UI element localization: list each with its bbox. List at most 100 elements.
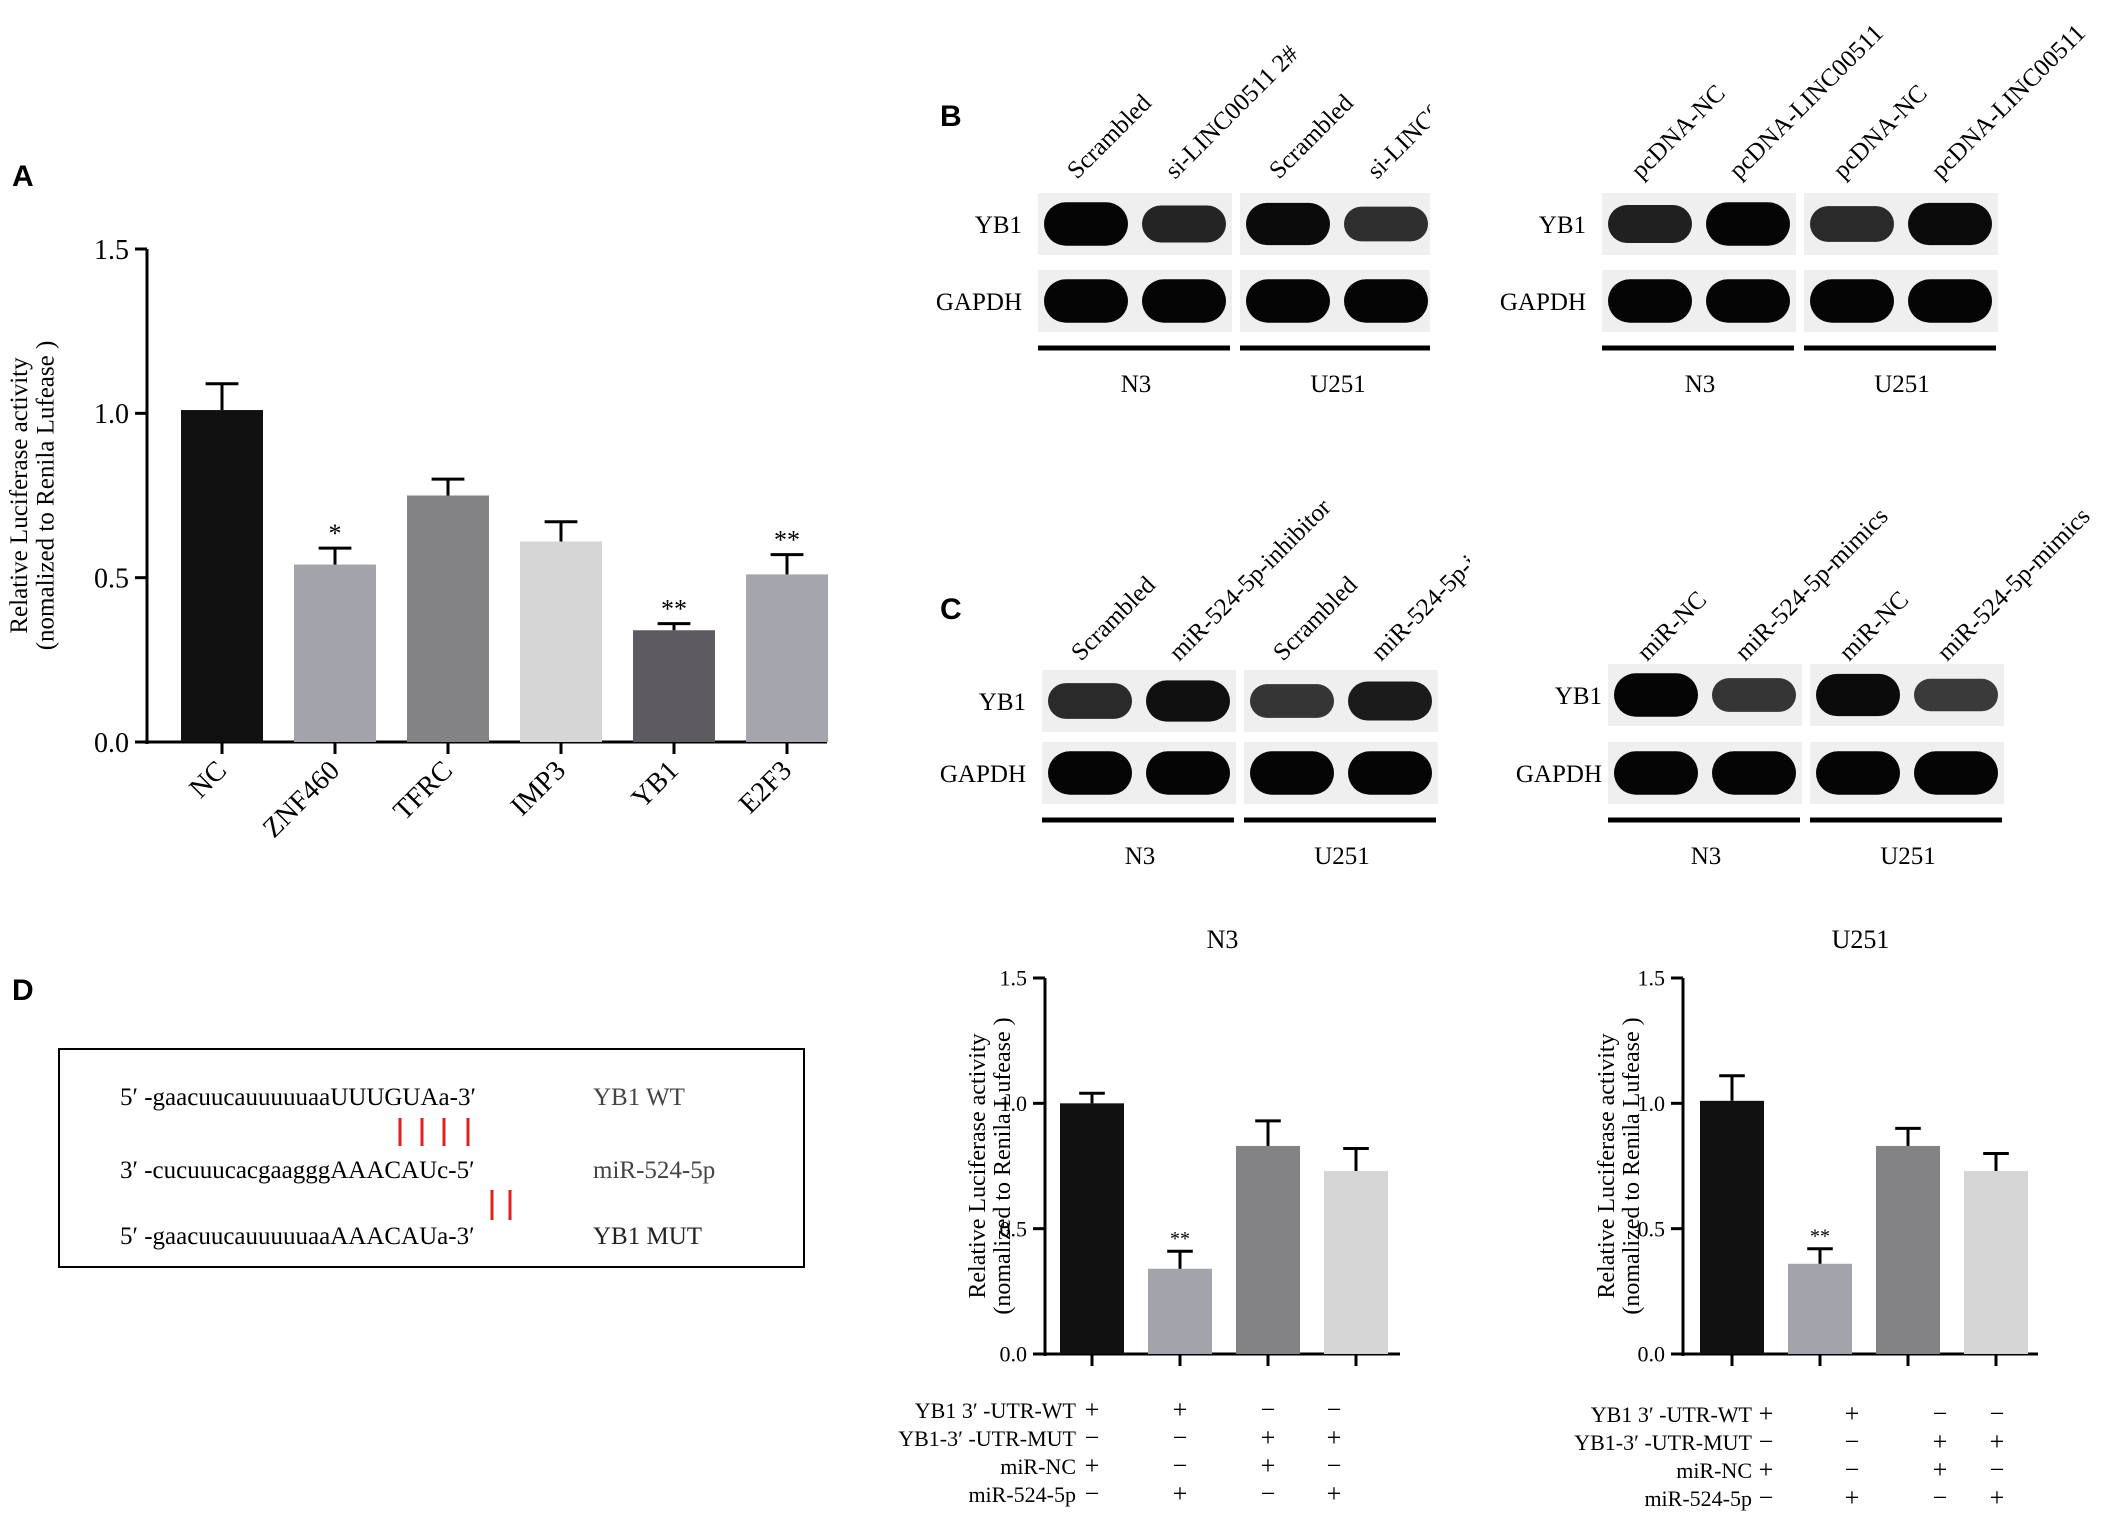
protein-band: [1344, 206, 1428, 242]
condition-mark: −: [1085, 1423, 1100, 1452]
group-label: N3: [1691, 843, 1722, 870]
pairing-lines-mut: [490, 1190, 512, 1220]
condition-mark: +: [1327, 1423, 1342, 1452]
panel-c-label: C: [940, 593, 962, 626]
protein-band: [1246, 279, 1330, 323]
lane-label: pcDNA-NC: [1626, 80, 1731, 185]
group-label: U251: [1310, 371, 1366, 398]
protein-band: [1048, 683, 1132, 719]
protein-band: [1142, 205, 1226, 243]
protein-band: [1816, 751, 1900, 795]
seq-mut-suffix: a-3′: [437, 1223, 474, 1250]
condition-mark: +: [1845, 1483, 1860, 1512]
condition-mark: −: [1759, 1427, 1774, 1456]
condition-label: miR-524-5p: [968, 1482, 1076, 1507]
lane-label: Scrambled: [1062, 89, 1157, 184]
bar: [294, 564, 376, 742]
bar: [1964, 1171, 2028, 1354]
bar: [1876, 1145, 1940, 1354]
lane-label: miR-NC: [1632, 586, 1712, 666]
protein-band: [1348, 681, 1432, 721]
y-axis-label-2: (nomalized to Renila Lufease ): [1619, 1017, 1645, 1314]
seq-mut-body: -gaacuucauuuuuaa: [138, 1223, 330, 1250]
bar: [1060, 1103, 1124, 1354]
condition-mark: +: [1759, 1402, 1774, 1428]
condition-table-n3: YB1 3′ -UTR-WT + + − −YB1-3′ -UTR-MUT − − + +miR…: [898, 1398, 1342, 1508]
lane-label: pcDNA-NC: [1828, 80, 1933, 185]
y-tick-label: 1.0: [1000, 1091, 1028, 1116]
condition-mark: +: [1085, 1451, 1100, 1480]
condition-mark: +: [1173, 1398, 1188, 1424]
y-tick-label: 0.0: [94, 728, 129, 759]
protein-band: [1344, 279, 1428, 323]
category-label: IMP3: [505, 755, 572, 822]
significance-mark: **: [1170, 1228, 1190, 1250]
y-tick-label: 1.0: [1638, 1091, 1666, 1116]
category-label: TFRC: [388, 755, 459, 826]
condition-label: YB1-3′ -UTR-MUT: [898, 1426, 1076, 1451]
protein-band: [1044, 202, 1128, 246]
condition-label: miR-NC: [1676, 1458, 1752, 1483]
condition-mark: −: [1759, 1483, 1774, 1512]
group-label: N3: [1685, 371, 1716, 398]
significance-mark: **: [774, 526, 800, 555]
y-tick-label: 0.5: [1000, 1216, 1028, 1241]
row-label: YB1: [979, 689, 1026, 716]
category-label: ZNF460: [257, 755, 346, 844]
condition-mark: −: [1261, 1398, 1276, 1424]
group-label: U251: [1874, 371, 1930, 398]
protein-band: [1810, 279, 1894, 323]
condition-label: YB1 3′ -UTR-WT: [1591, 1402, 1753, 1427]
bar: [407, 495, 489, 742]
panel-d-label: D: [12, 974, 34, 1007]
lane-label: si-LINC00511 2#: [1362, 40, 1430, 184]
protein-band: [1908, 279, 1992, 323]
row-label: GAPDH: [1516, 761, 1602, 788]
y-axis-label-2: (nomalized to Renila Lufease ): [32, 341, 59, 651]
svg-text:5′ -gaacuucauuuuuaaAAACAUa-3′: 5′ -gaacuucauuuuuaaAAACAUa-3′: [120, 1223, 475, 1250]
svg-text:5′ -gaacuucauuuuuaaUUUGUAa-3′: 5′ -gaacuucauuuuuaaUUUGUAa-3′: [120, 1084, 476, 1111]
condition-label: YB1 3′ -UTR-WT: [915, 1398, 1077, 1423]
protein-band: [1250, 751, 1334, 795]
protein-band: [1048, 751, 1132, 795]
condition-mark: −: [1845, 1455, 1860, 1484]
protein-band: [1706, 202, 1790, 246]
lane-label: Scrambled: [1264, 89, 1359, 184]
condition-label: miR-NC: [1000, 1454, 1076, 1479]
condition-mark: +: [1085, 1398, 1100, 1424]
lane-label: pcDNA-LINC00511: [1926, 19, 2090, 184]
protein-band: [1914, 678, 1998, 712]
condition-mark: −: [1085, 1479, 1100, 1508]
row-label: GAPDH: [1500, 289, 1586, 316]
protein-band: [1146, 751, 1230, 795]
chart-title: U251: [1832, 925, 1890, 954]
condition-mark: −: [1327, 1451, 1342, 1480]
protein-band: [1712, 751, 1796, 795]
sequence-alignment-box: 5′ -gaacuucauuuuuaaUUUGUAa-3′ YB1 WT 3′ …: [58, 1048, 805, 1268]
bar: [1788, 1263, 1852, 1354]
protein-band: [1914, 751, 1998, 795]
protein-band: [1246, 202, 1330, 246]
protein-band: [1250, 684, 1334, 718]
bar: [746, 574, 828, 742]
category-label: E2F3: [733, 755, 798, 820]
chart-title: N3: [1207, 925, 1239, 954]
protein-band: [1614, 673, 1698, 717]
lane-label: Scrambled: [1066, 571, 1161, 666]
condition-mark: −: [1327, 1398, 1342, 1424]
protein-band: [1810, 206, 1894, 242]
significance-mark: **: [661, 595, 687, 624]
group-label: U251: [1880, 843, 1936, 870]
bar: [1324, 1171, 1388, 1354]
sequence-alignment: 5′ -gaacuucauuuuuaaUUUGUAa-3′ YB1 WT 3′ …: [120, 1084, 715, 1250]
condition-mark: −: [1990, 1455, 2005, 1484]
y-axis-label: Relative Luciferase activity: [965, 1033, 991, 1298]
seq-wt-body: -gaacuucauuuuuaa: [138, 1084, 330, 1111]
condition-mark: −: [1173, 1451, 1188, 1480]
y-tick-label: 0.0: [1638, 1342, 1666, 1367]
seq-mut-site: AAACAU: [330, 1223, 437, 1250]
group-label: N3: [1125, 843, 1156, 870]
seq-mir-tag: miR-524-5p: [593, 1157, 715, 1184]
bar: [520, 541, 602, 742]
